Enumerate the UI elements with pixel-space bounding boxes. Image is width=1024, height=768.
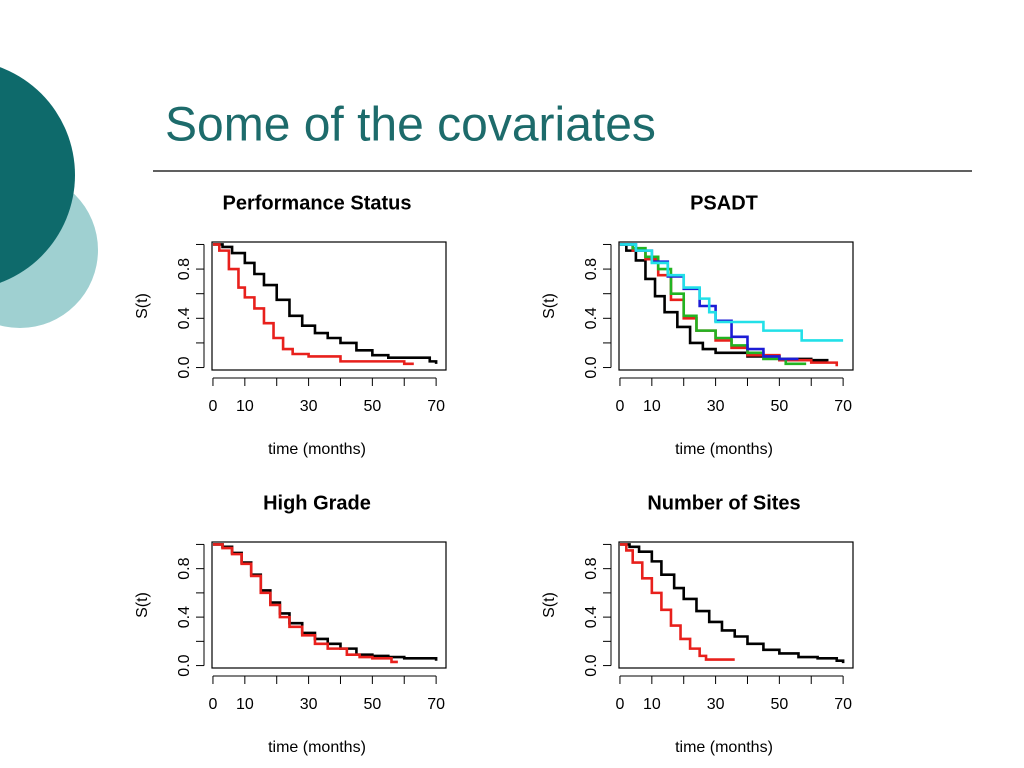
y-tick-label: 0.4 xyxy=(176,606,193,628)
survival-curve xyxy=(619,243,844,342)
y-axis-label: S(t) xyxy=(541,293,558,319)
x-tick-label: 0 xyxy=(616,696,625,713)
y-tick-label: 0.4 xyxy=(176,307,193,329)
x-tick-label: 70 xyxy=(427,696,445,713)
x-axis-label: time (months) xyxy=(268,739,366,756)
y-tick-label: 0.8 xyxy=(583,258,600,280)
decor-circle xyxy=(0,67,75,283)
x-tick-label: 50 xyxy=(363,398,381,415)
y-tick-label: 0.0 xyxy=(176,654,193,676)
y-tick-label: 0.8 xyxy=(176,258,193,280)
x-tick-label: 30 xyxy=(707,696,725,713)
x-tick-label: 0 xyxy=(209,398,218,415)
plot-frame xyxy=(211,241,447,371)
x-tick-label: 30 xyxy=(300,696,318,713)
y-tick-label: 0.0 xyxy=(176,356,193,378)
x-axis-label: time (months) xyxy=(268,441,366,458)
x-tick-label: 70 xyxy=(834,398,852,415)
x-tick-label: 30 xyxy=(707,398,725,415)
x-axis-label: time (months) xyxy=(675,441,773,458)
y-tick-label: 0.4 xyxy=(583,606,600,628)
x-tick-label: 50 xyxy=(770,398,788,415)
survival-curve xyxy=(212,543,398,664)
x-tick-label: 50 xyxy=(770,696,788,713)
x-tick-label: 0 xyxy=(209,696,218,713)
slide-title: Some of the covariates xyxy=(165,99,656,152)
survival-curve xyxy=(619,543,735,661)
chart-title: Number of Sites xyxy=(647,492,800,514)
x-tick-label: 10 xyxy=(643,696,661,713)
x-tick-label: 10 xyxy=(643,398,661,415)
x-tick-label: 30 xyxy=(300,398,318,415)
plot-frame xyxy=(211,541,447,669)
plot-frame xyxy=(618,541,854,669)
chart-title: Performance Status xyxy=(223,192,412,214)
x-tick-label: 0 xyxy=(616,398,625,415)
y-tick-label: 0.8 xyxy=(583,557,600,579)
x-tick-label: 70 xyxy=(427,398,445,415)
survival-curve xyxy=(212,243,438,364)
x-tick-label: 10 xyxy=(236,398,254,415)
survival-curve xyxy=(212,243,414,366)
y-tick-label: 0.8 xyxy=(176,557,193,579)
y-tick-label: 0.0 xyxy=(583,654,600,676)
y-axis-label: S(t) xyxy=(134,592,151,618)
x-axis-label: time (months) xyxy=(675,739,773,756)
y-axis-label: S(t) xyxy=(134,293,151,319)
y-tick-label: 0.0 xyxy=(583,356,600,378)
survival-curve xyxy=(619,543,845,664)
plot-frame xyxy=(618,241,854,371)
y-axis-label: S(t) xyxy=(541,592,558,618)
x-tick-label: 10 xyxy=(236,696,254,713)
y-tick-label: 0.4 xyxy=(583,307,600,329)
chart-title: PSADT xyxy=(690,192,758,214)
chart-title: High Grade xyxy=(263,492,371,514)
survival-curve xyxy=(619,243,807,366)
x-tick-label: 70 xyxy=(834,696,852,713)
x-tick-label: 50 xyxy=(363,696,381,713)
